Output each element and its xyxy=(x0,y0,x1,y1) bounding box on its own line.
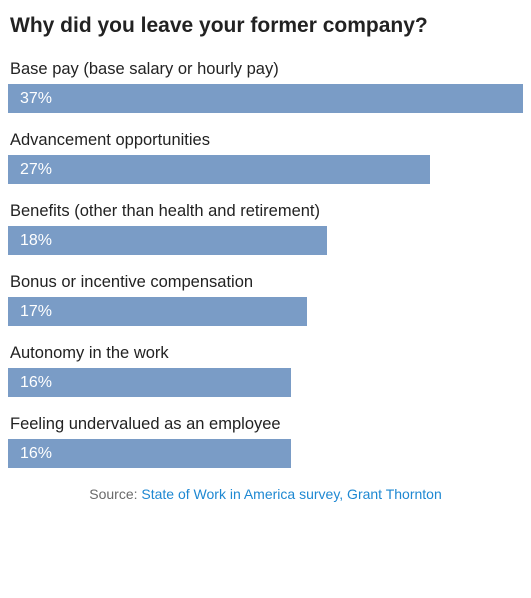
bar-value: 17% xyxy=(20,303,52,321)
bars-container: Base pay (base salary or hourly pay) 37% A… xyxy=(8,60,523,468)
bar-fill: 17% xyxy=(8,297,307,326)
bar-fill: 18% xyxy=(8,226,327,255)
bar-value: 27% xyxy=(20,161,52,179)
bar-label: Bonus or incentive compensation xyxy=(8,273,523,292)
bar-track: 16% xyxy=(8,368,523,397)
chart-title: Why did you leave your former company? xyxy=(8,14,523,38)
bar-group: Bonus or incentive compensation 17% xyxy=(8,273,523,326)
source-link[interactable]: State of Work in America survey, Grant T… xyxy=(141,486,441,502)
bar-label: Autonomy in the work xyxy=(8,344,523,363)
bar-group: Advancement opportunities 27% xyxy=(8,131,523,184)
source-line: Source: State of Work in America survey,… xyxy=(8,486,523,502)
bar-fill: 16% xyxy=(8,368,291,397)
bar-track: 27% xyxy=(8,155,523,184)
bar-value: 16% xyxy=(20,374,52,392)
bar-fill: 16% xyxy=(8,439,291,468)
bar-track: 16% xyxy=(8,439,523,468)
bar-track: 17% xyxy=(8,297,523,326)
bar-group: Autonomy in the work 16% xyxy=(8,344,523,397)
bar-group: Base pay (base salary or hourly pay) 37% xyxy=(8,60,523,113)
bar-label: Feeling undervalued as an employee xyxy=(8,415,523,434)
bar-label: Base pay (base salary or hourly pay) xyxy=(8,60,523,79)
bar-group: Benefits (other than health and retireme… xyxy=(8,202,523,255)
bar-label: Benefits (other than health and retireme… xyxy=(8,202,523,221)
bar-chart: Why did you leave your former company? B… xyxy=(8,14,523,502)
bar-value: 18% xyxy=(20,232,52,250)
bar-track: 37% xyxy=(8,84,523,113)
bar-value: 37% xyxy=(20,90,52,108)
bar-fill: 27% xyxy=(8,155,430,184)
bar-value: 16% xyxy=(20,445,52,463)
bar-group: Feeling undervalued as an employee 16% xyxy=(8,415,523,468)
bar-fill: 37% xyxy=(8,84,523,113)
bar-label: Advancement opportunities xyxy=(8,131,523,150)
bar-track: 18% xyxy=(8,226,523,255)
source-prefix: Source: xyxy=(89,486,141,502)
